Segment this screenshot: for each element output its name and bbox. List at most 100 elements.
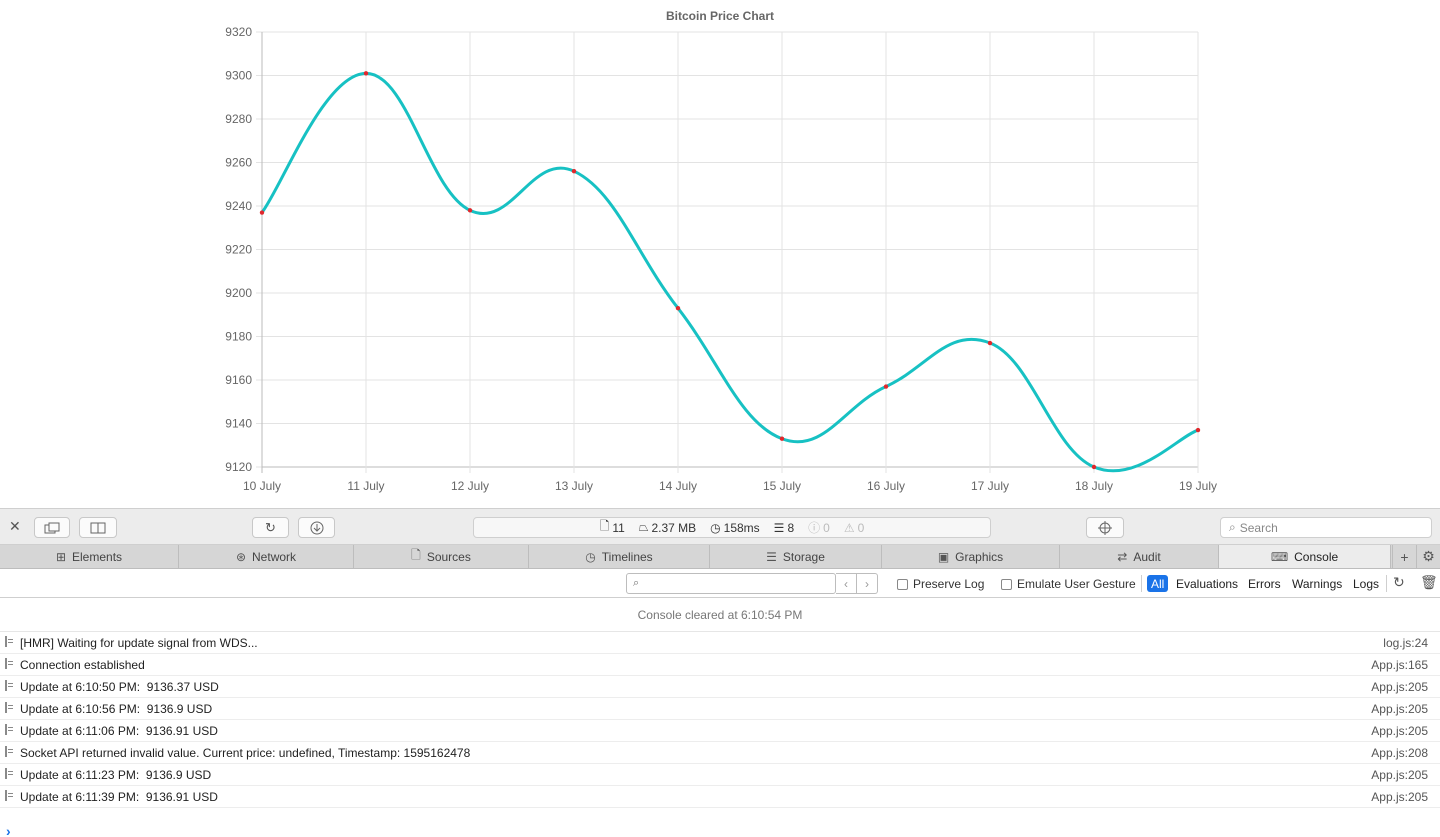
clock-icon: ◷ [710, 520, 721, 535]
previous-match-icon[interactable]: ‹ [844, 576, 848, 591]
log-entry-icon [5, 768, 14, 779]
tab-timelines[interactable]: ◷ Timelines [529, 545, 710, 568]
reload-button[interactable]: ↻ [252, 517, 289, 538]
detach-window-button[interactable] [34, 517, 70, 538]
load-time[interactable]: ◷ 158ms [710, 520, 760, 535]
y-tick-label: 9120 [225, 460, 252, 474]
tab-graphics[interactable]: ▣ Graphics [882, 545, 1060, 568]
price-chart: Bitcoin Price Chart 9120 9140 9160 9180 9200… [225, 9, 1217, 493]
refresh-icon[interactable]: ↻ [1393, 574, 1405, 590]
log-source-link[interactable]: log.js:24 [1383, 635, 1428, 650]
download-button[interactable] [298, 517, 335, 538]
data-point[interactable] [779, 436, 785, 441]
x-axis-ticks: 10 July 11 July 12 July 13 July 14 July 15 Ju… [243, 479, 1217, 493]
clear-console-trash-icon[interactable]: 🗑 [1420, 574, 1438, 590]
y-tick-label: 9320 [225, 25, 252, 39]
tab-elements[interactable]: ⊞ Elements [0, 545, 179, 568]
x-tick-label: 16 July [867, 479, 905, 493]
console-log-row[interactable]: Connection established App.js:165 [0, 654, 1440, 676]
add-tab-icon[interactable]: + [1392, 545, 1416, 568]
element-picker-button[interactable] [1086, 517, 1124, 538]
console-log-row[interactable]: Update at 6:10:50 PM: 9136.37 USD App.js:… [0, 676, 1440, 698]
y-tick-label: 9160 [225, 373, 252, 387]
log-source-link[interactable]: App.js:205 [1371, 701, 1428, 716]
data-point[interactable] [571, 169, 577, 174]
preserve-log-checkbox[interactable]: Preserve Log [897, 577, 984, 591]
log-source-link[interactable]: App.js:205 [1371, 723, 1428, 738]
log-source-link[interactable]: App.js:205 [1371, 789, 1428, 804]
log-source-link[interactable]: App.js:165 [1371, 657, 1428, 672]
x-tick-label: 10 July [243, 479, 281, 493]
x-tick-label: 12 July [451, 479, 489, 493]
console-log-row[interactable]: Socket API returned invalid value. Curre… [0, 742, 1440, 764]
data-point[interactable] [1091, 464, 1097, 470]
graphics-icon: ▣ [937, 549, 950, 564]
tab-console[interactable]: ⌨ Console [1219, 545, 1391, 568]
crosshair-icon [1098, 520, 1112, 535]
console-filter-input[interactable]: ⌕ [626, 573, 836, 594]
filter-warnings-button[interactable]: Warnings [1292, 576, 1343, 591]
filter-evaluations-button[interactable]: Evaluations [1176, 576, 1239, 591]
data-point[interactable] [883, 384, 889, 389]
console-cleared-message: Console cleared at 6:10:54 PM [0, 598, 1440, 632]
settings-gear-icon[interactable]: ⚙ [1416, 545, 1440, 568]
filter-divider [1141, 575, 1142, 592]
log-entry-icon [5, 790, 14, 801]
console-log-row[interactable]: Update at 6:11:06 PM: 9136.91 USD App.js:… [0, 720, 1440, 742]
y-tick-label: 9220 [225, 243, 252, 257]
console-log-row[interactable]: Update at 6:11:23 PM: 9136.9 USD App.js:2… [0, 764, 1440, 786]
inspector-search[interactable]: ⌕ Search [1220, 517, 1432, 538]
emulate-gesture-checkbox[interactable]: Emulate User Gesture [1001, 577, 1136, 591]
resources-count[interactable]: 🗋 11 [600, 517, 625, 538]
chart-area: Bitcoin Price Chart 9120 9140 9160 9180 9200… [225, 9, 1218, 493]
log-source-link[interactable]: App.js:208 [1371, 745, 1428, 760]
data-point[interactable] [259, 210, 265, 215]
log-message: Update at 6:10:50 PM: 9136.37 USD [20, 679, 219, 694]
sources-icon: 🗋 [411, 548, 421, 562]
filter-divider-2 [1386, 575, 1387, 592]
errors-count[interactable]: ⓘ 0 [808, 520, 830, 536]
x-tick-label: 15 July [763, 479, 801, 493]
audit-icon: ⇄ [1117, 549, 1128, 564]
detach-icon [44, 522, 60, 533]
page-status-summary: 🗋 11 ⏢ 2.37 MB ◷ 158ms ☰ 8 ⓘ 0 ⚠ 0 [473, 517, 991, 538]
console-prompt-icon[interactable]: › [6, 823, 11, 837]
next-match-icon[interactable]: › [856, 574, 877, 593]
x-tick-label: 11 July [347, 479, 384, 493]
tab-sources[interactable]: 🗋 Sources [354, 545, 529, 568]
dock-side-icon [90, 522, 106, 533]
data-point[interactable] [363, 71, 369, 76]
log-entry-icon [5, 658, 14, 669]
console-log-row[interactable]: Update at 6:10:56 PM: 9136.9 USD App.js:2… [0, 698, 1440, 720]
filter-all-button[interactable]: All [1147, 575, 1169, 592]
log-source-link[interactable]: App.js:205 [1371, 679, 1428, 694]
resource-size[interactable]: ⏢ 2.37 MB [638, 520, 697, 535]
console-icon: ⌨ [1270, 549, 1289, 564]
filter-logs-button[interactable]: Logs [1353, 576, 1380, 591]
price-series-line [260, 71, 1199, 473]
close-inspector-icon[interactable]: ✕ [9, 518, 21, 534]
emulate-gesture-box[interactable] [1001, 578, 1012, 590]
x-tick-label: 13 July [555, 479, 593, 493]
chart-title: Bitcoin Price Chart [666, 9, 774, 23]
console-log-row[interactable]: Update at 6:11:39 PM: 9136.91 USD App.js:… [0, 786, 1440, 808]
data-point[interactable] [467, 208, 473, 213]
data-point[interactable] [675, 306, 681, 311]
tab-audit[interactable]: ⇄ Audit [1060, 545, 1219, 568]
data-point[interactable] [987, 340, 993, 346]
data-point[interactable] [1195, 427, 1201, 433]
preserve-log-box[interactable] [897, 578, 908, 590]
filter-errors-button[interactable]: Errors [1248, 576, 1281, 591]
tab-storage[interactable]: ☰ Storage [710, 545, 882, 568]
log-source-link[interactable]: App.js:205 [1371, 767, 1428, 782]
x-tick-label: 14 July [659, 479, 697, 493]
filter-navigation: ‹ › [836, 573, 878, 594]
price-series-points [259, 71, 1201, 470]
logs-count[interactable]: ☰ 8 [773, 520, 795, 535]
y-tick-label: 9300 [225, 69, 252, 83]
console-log-row[interactable]: [HMR] Waiting for update signal from WDS… [0, 632, 1440, 654]
warnings-count[interactable]: ⚠ 0 [843, 520, 865, 535]
tab-network[interactable]: ⊛ Network [179, 545, 354, 568]
dock-side-button[interactable] [79, 517, 117, 538]
log-message: Connection established [20, 657, 145, 672]
